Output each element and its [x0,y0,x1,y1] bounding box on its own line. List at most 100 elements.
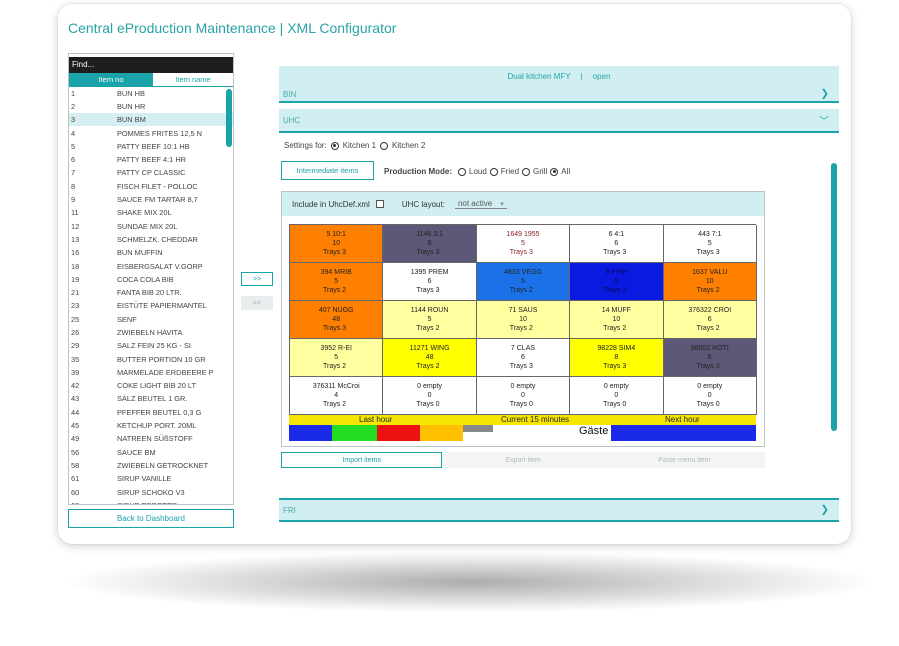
list-item[interactable]: 49 NATREEN SÜßSTOFF [69,432,233,445]
mode-all-radio[interactable] [550,167,559,176]
uhc-slot[interactable]: 7 CLAS 6 Trays 3 [476,339,571,377]
list-item[interactable]: 35 BUTTER PORTION 10 GR [69,352,233,365]
uhc-slot[interactable]: 5 10:1 10 Trays 3 [290,225,384,263]
list-item[interactable]: 45 KETCHUP PORT. 20ML [69,419,233,432]
slot-code: 6 4:1 [608,231,625,238]
intermediate-items-button[interactable]: Intermediate items [281,161,374,180]
list-item[interactable]: 43 SALZ BEUTEL 1 GR. [69,392,233,405]
move-left-button[interactable]: << [241,296,273,310]
back-to-dashboard-button[interactable]: Back to Dashboard [68,509,234,528]
uhc-slot[interactable]: 376311 McCroi 4 Trays 2 [290,377,384,415]
list-item[interactable]: 2 BUN HR [69,100,233,113]
uhc-slot[interactable]: 0 empty 0 Trays 0 [476,377,571,415]
list-item[interactable]: 16 BUN MUFFIN [69,246,233,259]
list-item[interactable]: 26 ZWIEBELN HAVITA [69,326,233,339]
slot-trays: Trays 2 [509,287,533,294]
uhc-slot[interactable]: 1637 VALU 10 Trays 2 [663,263,757,301]
uhc-slot[interactable]: 1144 ROUN 5 Trays 2 [383,301,477,339]
slot-count: 0 [614,392,619,399]
list-item[interactable]: 8 FISCH FILET - POLLOC [69,180,233,193]
legend-swatch-gray [463,425,493,432]
list-item[interactable]: 1 BUN HB [69,87,233,100]
list-item[interactable]: 58 ZWIEBELN GETROCKNET [69,459,233,472]
uhc-slot[interactable]: 98228 SIM4 8 Trays 3 [570,339,664,377]
list-item[interactable]: 29 SALZ FEIN 25 KG - SI [69,339,233,352]
list-item[interactable]: 19 COCA COLA BIB [69,273,233,286]
uhc-slot[interactable]: 6 4:1 6 Trays 3 [570,225,664,263]
list-item[interactable]: 21 FANTA BIB 20 LTR. [69,286,233,299]
list-item[interactable]: 44 PFEFFER BEUTEL 0,3 G [69,406,233,419]
list-item[interactable]: 61 SIRUP VANILLE [69,472,233,485]
uhc-header: Include in UhcDef.xml UHC layout: not ac… [282,192,764,216]
uhc-slot[interactable]: 1649 1955 5 Trays 3 [476,225,571,263]
list-item[interactable]: 3 BUN BM [69,113,233,127]
item-number: 39 [71,367,80,377]
move-right-button[interactable]: >> [241,272,273,286]
uhc-slot[interactable]: 1146 3:1 8 Trays 3 [383,225,477,263]
list-item[interactable]: 11 SHAKE MIX 20L [69,206,233,219]
mode-loud-radio[interactable] [458,167,466,176]
slot-code: 4833 VEGG [504,269,542,276]
section-bin[interactable]: BIN ❯ [279,87,839,103]
uhc-slot[interactable]: 443 7:1 5 Trays 3 [663,225,757,263]
uhc-slot[interactable]: 11271 WING 48 Trays 2 [383,339,477,377]
list-item[interactable]: 56 SAUCE BM [69,446,233,459]
list-item[interactable]: 23 EISTÜTE PAPIERMANTEL [69,299,233,312]
list-item[interactable]: 6 PATTY BEEF 4:1 HR [69,153,233,166]
uhc-layout-select[interactable]: not active ▾ [454,199,507,209]
tab-item-name[interactable]: Item name [153,72,233,87]
uhc-slot[interactable]: 14 MUFF 10 Trays 2 [570,301,664,339]
section-uhc[interactable]: UHC ﹀ [279,109,839,133]
list-item[interactable]: 39 MARMELADE ERDBEERE P [69,366,233,379]
item-list-scrollbar[interactable] [226,88,232,147]
list-item[interactable]: 9 SAUCE FM TARTAR 8,7 [69,193,233,206]
list-item[interactable]: 25 SENF [69,313,233,326]
slot-code: 7 CLAS [510,345,536,352]
import-items-button[interactable]: Import items [281,452,443,468]
kitchen2-radio[interactable] [380,141,389,150]
uhc-slot[interactable]: 98502 ROTI 6 Trays 3 [663,339,757,377]
item-list-header: Item no Item name [69,72,233,87]
item-number: 2 [71,101,76,111]
uhc-slot-grid: 5 10:1 10 Trays 3 1146 3:1 8 Trays 3 1649 1955… [289,224,757,415]
slot-code: 3952 R-EI [320,345,352,352]
chevron-down-icon: ▾ [500,201,504,208]
mode-fried-radio[interactable] [489,167,498,176]
uhc-slot[interactable]: 0 empty 0 Trays 0 [570,377,664,415]
uhc-slot[interactable]: 394 MRIB 5 Trays 2 [290,263,384,301]
uhc-slot[interactable]: 1395 PREM 6 Trays 3 [383,263,477,301]
list-item[interactable]: 12 SUNDAE MIX 20L [69,219,233,232]
uhc-slot[interactable]: 0 empty 0 Trays 0 [663,377,757,415]
open-link[interactable]: open [592,72,611,81]
list-item[interactable]: 7 PATTY CP CLASSIC [69,166,233,179]
uhc-slot[interactable]: 376322 CROI 6 Trays 2 [663,301,757,339]
main-scrollbar[interactable] [831,163,837,431]
list-item[interactable]: 13 SCHMELZK. CHEDDAR [69,233,233,246]
find-input[interactable] [69,56,233,73]
item-name: MARMELADE ERDBEERE P [117,367,214,377]
mode-grill-radio[interactable] [522,167,531,176]
export-item-button[interactable]: Export item [442,452,604,468]
uhc-slot[interactable]: 407 NUGG 48 Trays 3 [290,301,384,339]
list-item[interactable]: 18 EISBERGSALAT V.GORP [69,259,233,272]
item-number: 9 [71,195,76,205]
list-item[interactable]: 42 COKE LIGHT BIB 20 LT [69,379,233,392]
kitchen2-label: Kitchen 2 [392,141,426,150]
uhc-slot[interactable]: 71 SAUS 10 Trays 2 [476,301,571,339]
list-item[interactable]: 62SIRUP ERDBEER [69,499,233,504]
uhc-slot[interactable]: 3952 R-EI 5 Trays 2 [290,339,384,377]
list-item[interactable]: 5 PATTY BEEF 10:1 HB [69,140,233,153]
uhc-slot[interactable]: 0 empty 0 Trays 0 [383,377,477,415]
list-item[interactable]: 4 POMMES FRITES 12,5 N [69,126,233,139]
item-number: 21 [71,288,80,298]
paste-menu-item-button[interactable]: Paste menu item [603,452,766,468]
list-item[interactable]: 60 SIRUP SCHOKO V3 [69,485,233,498]
uhc-slot[interactable]: 5 FISH 5 Trays 2 [570,263,664,301]
uhc-slot[interactable]: 4833 VEGG 5 Trays 2 [476,263,571,301]
item-number: 18 [71,261,80,271]
kitchen1-radio[interactable] [330,141,339,150]
section-fri[interactable]: FRI ❯ [279,498,839,522]
tab-item-no[interactable]: Item no [69,72,153,87]
include-checkbox[interactable] [375,200,384,208]
